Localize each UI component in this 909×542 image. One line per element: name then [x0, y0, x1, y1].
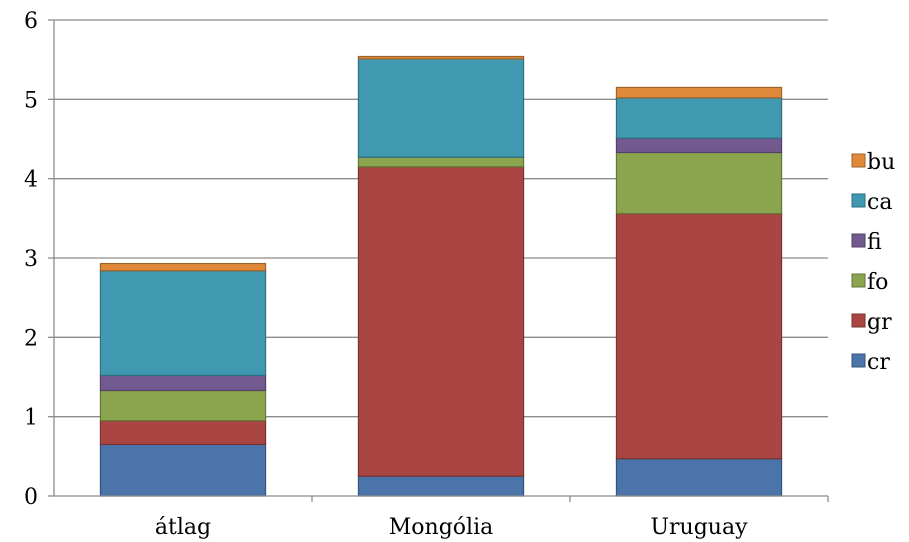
bar-segment-cr-2	[357, 475, 525, 497]
bar-segment-ca-1	[99, 270, 267, 377]
legend-swatch-cr	[851, 353, 866, 368]
bar-segment-cr-3	[615, 458, 783, 497]
bars	[99, 55, 783, 497]
bar-segment-fi-1	[99, 374, 267, 392]
legend-swatch-ca	[851, 193, 866, 208]
bar-segment-bu-3	[615, 86, 783, 99]
bar-segment-gr-3	[615, 212, 783, 460]
x-tick-label: átlag	[155, 515, 211, 540]
y-tick-label: 4	[24, 168, 38, 193]
bar-segment-fo-3	[615, 151, 783, 215]
x-tick-label: Uruguay	[650, 515, 748, 540]
bar-segment-cr-1	[99, 443, 267, 497]
bar-segment-fo-2	[357, 156, 525, 168]
x-tick-label: Mongólia	[389, 515, 493, 540]
axes	[48, 19, 829, 502]
y-tick-label: 1	[24, 406, 38, 431]
bar-segment-ca-2	[357, 58, 525, 158]
legend-label-gr: gr	[867, 310, 892, 335]
legend-swatch-bu	[851, 153, 866, 168]
legend-label-fi: fi	[867, 230, 882, 255]
y-tick-labels: 0 1 2 3 4 5 6	[24, 9, 38, 510]
legend-label-bu: bu	[867, 150, 895, 175]
x-tick-labels: átlag Mongólia Uruguay	[155, 515, 748, 540]
legend-label-fo: fo	[867, 270, 888, 295]
bar-segment-gr-2	[357, 166, 525, 477]
bar-segment-gr-1	[99, 420, 267, 446]
y-tick-label: 3	[24, 247, 38, 272]
y-tick-label: 0	[24, 485, 38, 510]
legend-swatch-fo	[851, 273, 866, 288]
legend-swatch-gr	[851, 313, 866, 328]
y-tick-label: 6	[24, 9, 38, 34]
legend-label-cr: cr	[867, 350, 890, 375]
legend: bu ca fi fo gr cr	[851, 150, 895, 375]
legend-swatch-fi	[851, 233, 866, 248]
bar-segment-fi-3	[615, 137, 783, 154]
y-tick-label: 5	[24, 88, 38, 113]
y-tick-label: 2	[24, 326, 38, 351]
legend-label-ca: ca	[867, 190, 892, 215]
bar-segment-fo-1	[99, 389, 267, 422]
bar-segment-bu-1	[99, 262, 267, 272]
bar-segment-ca-3	[615, 97, 783, 139]
bar-segment-bu-2	[357, 55, 525, 60]
